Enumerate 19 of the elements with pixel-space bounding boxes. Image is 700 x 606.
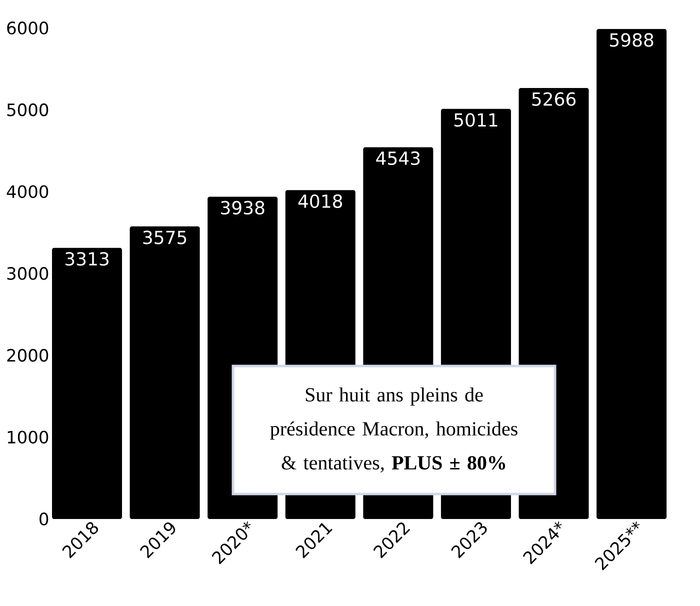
data-label: 3938 [221,200,264,215]
y-tick-label: 4000 [6,185,48,198]
data-label: 3313 [65,252,108,266]
bar [596,28,667,519]
data-label: 5988 [610,33,654,47]
data-label: 4543 [376,151,420,166]
data-label: 4018 [298,194,342,208]
y-tick-label: 0 [40,512,48,526]
y-tick-label: 6000 [7,22,48,34]
bar [52,248,122,519]
y-tick-label: 3000 [7,267,48,280]
y-tick-label: 5000 [7,103,48,116]
annotation: Sur huit ans pleins de présidence Macron, homicides & tentatives, PLUS ± 80% [270,388,518,472]
bar [130,226,200,519]
data-label: 5011 [454,113,498,127]
y-tick-label: 1000 [8,430,48,444]
y-tick-label: 2000 [7,348,48,362]
data-label: 3575 [143,230,186,244]
data-label: 5266 [532,92,576,106]
